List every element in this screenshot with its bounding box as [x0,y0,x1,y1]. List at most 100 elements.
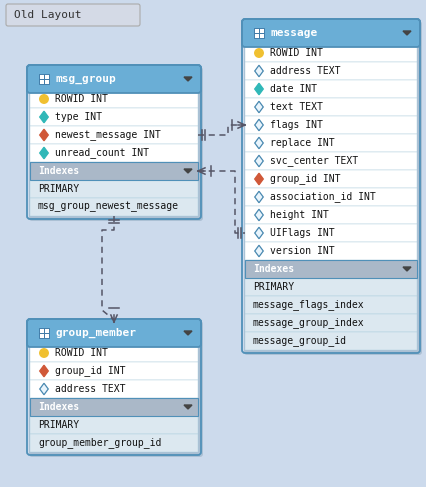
Bar [44,79,49,84]
Text: msg_group_newest_message: msg_group_newest_message [38,202,178,212]
Text: PRIMARY: PRIMARY [38,184,79,194]
Polygon shape [40,383,48,395]
Bar [30,108,198,126]
Bar [30,434,198,452]
Bar [245,242,416,260]
FancyBboxPatch shape [243,21,421,355]
Bar [245,98,416,116]
Polygon shape [40,365,48,377]
Bar [245,44,416,62]
Text: group_member_group_id: group_member_group_id [38,437,161,449]
Text: ROWID INT: ROWID INT [55,348,108,358]
Text: flags INT: flags INT [269,120,322,130]
Bar [30,180,198,198]
Bar [30,144,198,162]
Bar [39,328,44,333]
Bar [30,162,198,180]
Bar [44,328,49,333]
Text: message: message [271,28,317,38]
Bar [30,90,198,108]
Polygon shape [254,83,263,95]
Text: Indexes: Indexes [38,402,79,412]
Polygon shape [184,331,192,335]
FancyBboxPatch shape [27,319,201,347]
Bar [245,152,416,170]
Text: PRIMARY: PRIMARY [253,282,294,292]
Bar [253,28,258,33]
Text: Indexes: Indexes [38,166,79,176]
Text: Indexes: Indexes [253,264,294,274]
Bar [39,79,44,84]
Polygon shape [254,155,263,167]
Text: address TEXT: address TEXT [269,66,340,76]
Polygon shape [40,111,48,123]
Text: address TEXT: address TEXT [55,384,125,394]
Bar [245,80,416,98]
Bar [30,126,198,144]
Polygon shape [402,267,410,271]
FancyBboxPatch shape [242,19,419,47]
Polygon shape [402,31,410,35]
Polygon shape [254,173,263,185]
Text: UIFlags INT: UIFlags INT [269,228,334,238]
Bar [245,224,416,242]
Text: association_id INT: association_id INT [269,191,375,203]
Polygon shape [254,245,263,257]
Polygon shape [254,227,263,239]
Circle shape [40,349,48,357]
Text: height INT: height INT [269,210,328,220]
Bar [245,62,416,80]
Bar [30,198,198,216]
FancyBboxPatch shape [29,321,202,457]
Bar [30,380,198,398]
Text: newest_message INT: newest_message INT [55,130,160,140]
Bar [30,416,198,434]
Text: date INT: date INT [269,84,316,94]
Bar [30,398,198,416]
Text: msg_group: msg_group [56,74,116,84]
Text: unread_count INT: unread_count INT [55,148,149,158]
Text: text TEXT: text TEXT [269,102,322,112]
Polygon shape [40,147,48,159]
Text: PRIMARY: PRIMARY [38,420,79,430]
Polygon shape [254,209,263,221]
Polygon shape [40,129,48,141]
Bar [30,362,198,380]
Text: message_group_id: message_group_id [253,336,346,346]
Text: ROWID INT: ROWID INT [55,94,108,104]
FancyBboxPatch shape [27,65,201,93]
Bar [39,74,44,79]
Bar [245,206,416,224]
Bar [245,170,416,188]
Text: replace INT: replace INT [269,138,334,148]
Text: version INT: version INT [269,246,334,256]
Bar [245,260,416,278]
Polygon shape [254,191,263,203]
Bar [245,332,416,350]
Bar [44,333,49,338]
Circle shape [40,95,48,103]
Bar [253,33,258,38]
Polygon shape [184,169,192,173]
Text: message_flags_index: message_flags_index [253,300,364,310]
Text: Old Layout: Old Layout [14,10,81,20]
Bar [245,188,416,206]
Bar [245,116,416,134]
Polygon shape [254,65,263,77]
Polygon shape [254,137,263,149]
FancyBboxPatch shape [29,67,202,221]
Text: type INT: type INT [55,112,102,122]
Bar [245,314,416,332]
Circle shape [254,49,263,57]
Text: svc_center TEXT: svc_center TEXT [269,155,357,167]
Text: group_id INT: group_id INT [55,366,125,376]
Bar [245,134,416,152]
Polygon shape [184,405,192,409]
Bar [259,33,263,38]
FancyBboxPatch shape [6,4,140,26]
Bar [259,28,263,33]
Polygon shape [254,101,263,113]
Text: group_member: group_member [56,328,137,338]
Text: message_group_index: message_group_index [253,318,364,328]
Bar [245,296,416,314]
